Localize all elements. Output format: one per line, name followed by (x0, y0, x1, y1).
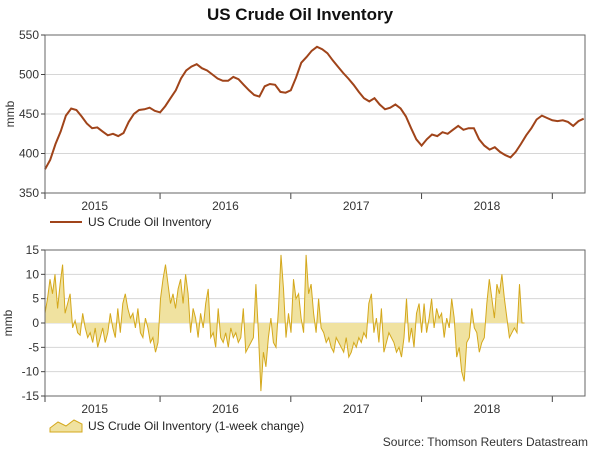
change-panel: -15 -10 -5 0 5 10 15 2015 2016 2017 2018 mmb US C… (1, 243, 586, 433)
source-note: Source: Thomson Reuters Datastream (383, 435, 588, 449)
inventory-y-ticks: 350 400 450 500 550 (19, 28, 45, 200)
inventory-x-ticks: 2015 2016 2017 2018 (81, 199, 500, 213)
inventory-panel: 350 400 450 500 550 2015 2016 2017 2018 mmb US … (3, 28, 586, 229)
change-x-tick-label: 2018 (474, 402, 501, 416)
change-x-tick-label: 2016 (212, 402, 239, 416)
inventory-series-line (44, 45, 585, 170)
inventory-y-tick-label: 500 (19, 68, 39, 82)
inventory-x-tick-label: 2017 (343, 199, 370, 213)
change-series-line (44, 254, 525, 392)
change-y-tick-label: 0 (32, 316, 39, 330)
inventory-y-tick-label: 550 (19, 28, 39, 42)
change-y-tick-label: -15 (22, 389, 40, 403)
change-y-ticks: -15 -10 -5 0 5 10 15 (22, 243, 45, 403)
inventory-legend-label: US Crude Oil Inventory (88, 215, 211, 229)
inventory-legend: US Crude Oil Inventory (50, 215, 211, 229)
inventory-x-tick-label: 2015 (81, 199, 108, 213)
change-y-tick-label: 15 (26, 243, 40, 257)
change-x-ticks: 2015 2016 2017 2018 (81, 402, 500, 416)
inventory-y-tick-label: 450 (19, 107, 39, 121)
inventory-x-tick-label: 2018 (474, 199, 501, 213)
inventory-year-separators (44, 193, 553, 199)
change-y-tick-label: -10 (22, 365, 40, 379)
inventory-y-tick-label: 350 (19, 186, 39, 200)
change-y-tick-label: -5 (28, 340, 39, 354)
change-legend-swatch (49, 419, 83, 433)
change-y-axis-title: mmb (1, 309, 15, 336)
change-y-tick-label: 10 (26, 267, 40, 281)
change-legend: US Crude Oil Inventory (1-week change) (49, 419, 304, 433)
inventory-y-tick-label: 400 (19, 147, 39, 161)
chart-title: US Crude Oil Inventory (207, 5, 394, 24)
change-legend-label: US Crude Oil Inventory (1-week change) (88, 419, 304, 433)
change-year-separators (44, 396, 553, 402)
change-y-tick-label: 5 (32, 292, 39, 306)
change-x-tick-label: 2017 (343, 402, 370, 416)
inventory-x-tick-label: 2016 (212, 199, 239, 213)
inventory-y-axis-title: mmb (3, 100, 17, 127)
change-x-tick-label: 2015 (81, 402, 108, 416)
